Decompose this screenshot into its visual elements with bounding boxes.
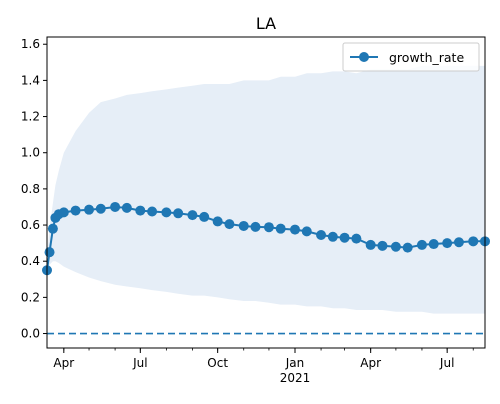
- y-tick-label: 1.6: [21, 37, 40, 51]
- data-point: [238, 220, 249, 231]
- data-point: [290, 224, 301, 235]
- data-point: [301, 226, 312, 237]
- data-point: [70, 205, 81, 216]
- data-point: [147, 206, 158, 217]
- data-point: [442, 238, 453, 249]
- data-point: [327, 231, 338, 242]
- x-tick-label: Oct: [207, 356, 228, 370]
- data-point: [416, 239, 427, 250]
- y-tick-label: 1.0: [21, 146, 40, 160]
- y-tick-label: 0.2: [21, 290, 40, 304]
- plot-frame: [46, 36, 486, 349]
- data-point: [402, 242, 413, 253]
- data-point: [135, 205, 146, 216]
- data-point: [275, 223, 286, 234]
- axes: 0.0 0.2 0.4 0.6 0.8 1.0 1.2 1.4 1.6 Apr Jul Oct Jan2…: [21, 36, 486, 385]
- x-tick-label: Apr: [53, 356, 74, 370]
- x-tick-label: Jul: [439, 356, 454, 370]
- data-point: [390, 241, 401, 252]
- y-tick-label: 0.4: [21, 254, 40, 268]
- data-point: [263, 222, 274, 233]
- y-tick-label: 0.8: [21, 182, 40, 196]
- data-point: [365, 239, 376, 250]
- data-point: [84, 204, 95, 215]
- data-point: [199, 211, 210, 222]
- data-point: [351, 233, 362, 244]
- data-point: [212, 216, 223, 227]
- data-point: [250, 221, 261, 232]
- y-tick-label: 0.6: [21, 218, 40, 232]
- data-point: [377, 240, 388, 251]
- data-point: [161, 207, 172, 218]
- data-point: [224, 219, 235, 230]
- data-point: [339, 232, 350, 243]
- legend: growth_rate: [342, 42, 480, 72]
- data-point: [187, 210, 198, 221]
- data-point: [58, 207, 69, 218]
- data-point: [468, 236, 479, 247]
- y-tick-label: 0.0: [21, 327, 40, 341]
- data-point: [316, 229, 327, 240]
- plot-area: [42, 65, 490, 335]
- x-tick-label: Jul: [132, 356, 147, 370]
- chart-title: LA: [256, 14, 276, 33]
- legend-entry-growth-rate: growth_rate: [389, 50, 464, 65]
- confidence-band: [47, 65, 485, 314]
- y-tick-label: 1.4: [21, 73, 40, 87]
- data-point: [95, 203, 106, 214]
- y-tick-label: 1.2: [21, 110, 40, 124]
- data-point: [121, 202, 132, 213]
- x-tick-label: Apr: [360, 356, 381, 370]
- data-point: [428, 239, 439, 250]
- data-point: [453, 237, 464, 248]
- data-point: [44, 247, 55, 258]
- data-point: [110, 201, 121, 212]
- x-tick-label: Jan: [285, 356, 305, 370]
- legend-marker-swatch: [359, 52, 369, 62]
- x-tick-year-label: 2021: [280, 371, 311, 385]
- legend-box: [342, 42, 480, 72]
- data-point: [47, 223, 58, 234]
- data-point: [173, 208, 184, 219]
